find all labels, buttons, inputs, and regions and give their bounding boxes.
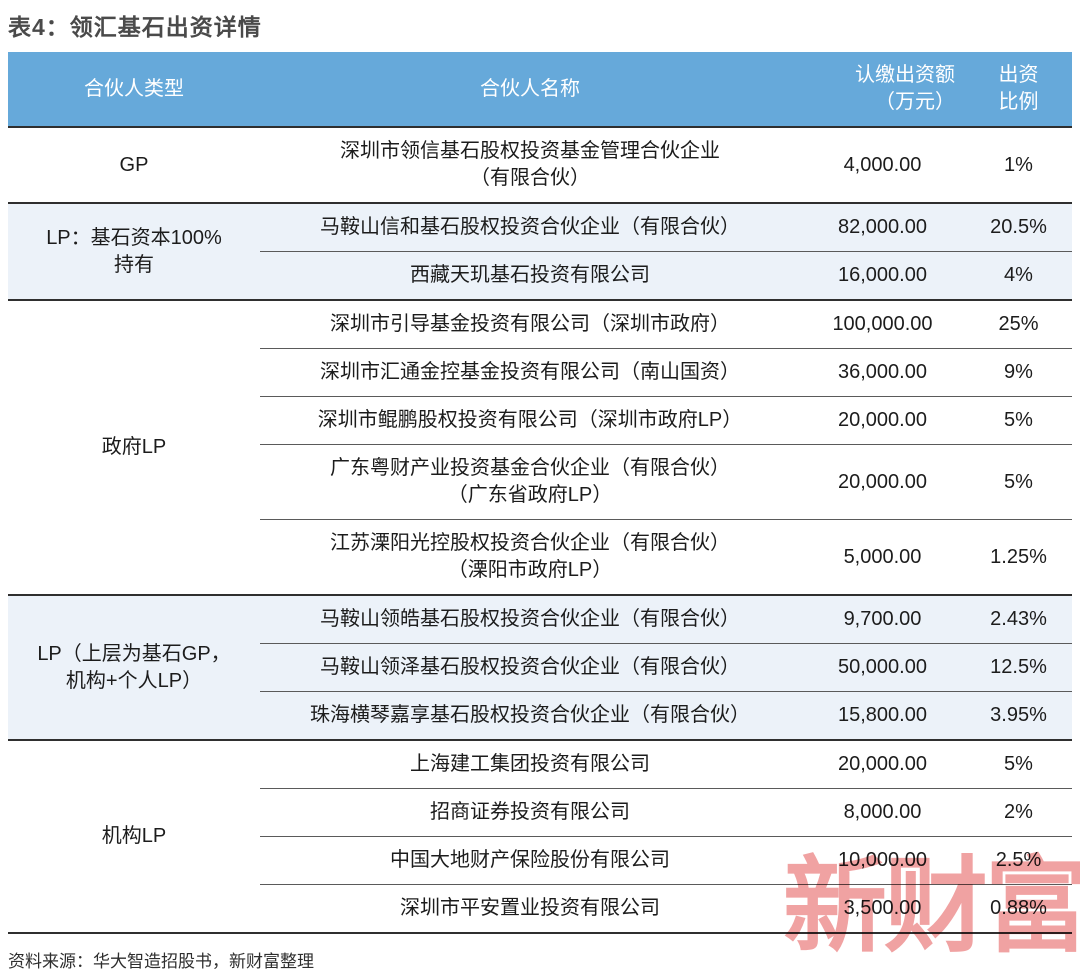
table-row: 深圳市鲲鹏股权投资有限公司（深圳市政府LP） 20,000.00 5% <box>8 396 1072 445</box>
ratio-cell: 2.5% <box>965 836 1072 885</box>
partner-name-cell: 珠海横琴嘉享基石股权投资合伙企业（有限合伙） <box>260 691 800 740</box>
ratio-cell: 1.25% <box>965 519 1072 595</box>
source-note: 资料来源：华大智造招股书，新财富整理 <box>8 952 314 971</box>
partner-type-cell: 机构LP <box>101 825 167 847</box>
table-title: 表4：领汇基石出资详情 <box>8 14 262 40</box>
group-lp-cornerstone: LP：基石资本100% 持有 马鞍山信和基石股权投资合伙企业（有限合伙） 82,… <box>8 203 1072 300</box>
ratio-cell: 5% <box>965 396 1072 445</box>
amount-cell: 20,000.00 <box>838 753 927 775</box>
table-row: 政府LP 深圳市引导基金投资有限公司（深圳市政府） 100,000.00 25% <box>8 300 1072 458</box>
partner-name-cell: 上海建工集团投资有限公司 <box>410 753 650 775</box>
ratio-cell: 2% <box>965 788 1072 837</box>
table-row: 江苏溧阳光控股权投资合伙企业（有限合伙） （溧阳市政府LP） 5,000.00 … <box>8 519 1072 595</box>
partner-type-cell: LP（上层为基石GP， 机构+个人LP） <box>8 595 260 740</box>
group-lp-gp-upper: LP（上层为基石GP， 机构+个人LP） 马鞍山领皓基石股权投资合伙企业（有限合… <box>8 595 1072 740</box>
table-row: 深圳市汇通金控基金投资有限公司（南山国资） 36,000.00 9% <box>8 348 1072 397</box>
partner-name-cell: 江苏溧阳光控股权投资合伙企业（有限合伙） （溧阳市政府LP） <box>260 519 800 595</box>
ratio-cell: 4% <box>965 251 1072 300</box>
table-row: 机构LP 上海建工集团投资有限公司 20,000.00 5% <box>8 740 1072 847</box>
ratio-cell: 0.88% <box>965 884 1072 933</box>
table-row: 马鞍山领泽基石股权投资合伙企业（有限合伙） 50,000.00 12.5% <box>8 643 1072 692</box>
ratio-cell: 9% <box>965 348 1072 397</box>
ratio-cell: 25% <box>998 313 1039 335</box>
partner-name-cell: 招商证券投资有限公司 <box>260 788 800 837</box>
table-header-row: 合伙人类型 合伙人名称 认缴出资额 （万元） 出资 比例 <box>8 52 1072 127</box>
ratio-cell: 1% <box>1004 153 1033 176</box>
partner-name-cell: 马鞍山领泽基石股权投资合伙企业（有限合伙） <box>260 643 800 692</box>
partner-name-cell: 西藏天玑基石投资有限公司 <box>260 251 800 300</box>
ratio-cell: 12.5% <box>965 643 1072 692</box>
partner-type-cell: GP <box>119 153 149 176</box>
amount-cell: 100,000.00 <box>832 313 933 335</box>
ratio-cell: 5% <box>1004 753 1033 775</box>
partner-name-cell: 马鞍山信和基石股权投资合伙企业（有限合伙） <box>260 203 800 252</box>
amount-cell: 9,700.00 <box>800 595 965 644</box>
table-row: 西藏天玑基石投资有限公司 16,000.00 4% <box>8 251 1072 300</box>
partner-name-cell: 深圳市平安置业投资有限公司 <box>260 884 800 933</box>
table-row: LP（上层为基石GP， 机构+个人LP） 马鞍山领皓基石股权投资合伙企业（有限合… <box>8 595 1072 740</box>
partner-name-cell: 深圳市领信基石股权投资基金管理合伙企业 （有限合伙） <box>340 140 720 189</box>
amount-cell: 3,500.00 <box>800 884 965 933</box>
amount-cell: 20,000.00 <box>800 444 965 520</box>
partner-name-cell: 深圳市汇通金控基金投资有限公司（南山国资） <box>260 348 800 397</box>
amount-cell: 8,000.00 <box>800 788 965 837</box>
amount-cell: 16,000.00 <box>800 251 965 300</box>
amount-cell: 20,000.00 <box>800 396 965 445</box>
partner-name-cell: 深圳市鲲鹏股权投资有限公司（深圳市政府LP） <box>260 396 800 445</box>
header-partner-type: 合伙人类型 <box>8 52 260 127</box>
header-partner-name: 合伙人名称 <box>260 52 800 127</box>
amount-cell: 36,000.00 <box>800 348 965 397</box>
group-gp: GP 深圳市领信基石股权投资基金管理合伙企业 （有限合伙） 4,000.00 1… <box>8 127 1072 203</box>
ratio-cell: 2.43% <box>965 595 1072 644</box>
header-subscribed-amount: 认缴出资额 （万元） <box>800 52 965 127</box>
table-row: 中国大地财产保险股份有限公司 10,000.00 2.5% <box>8 836 1072 885</box>
group-government-lp: 政府LP 深圳市引导基金投资有限公司（深圳市政府） 100,000.00 25%… <box>8 300 1072 595</box>
ratio-cell: 5% <box>965 444 1072 520</box>
partner-type-cell: 政府LP <box>101 436 167 458</box>
table-row: 深圳市平安置业投资有限公司 3,500.00 0.88% <box>8 884 1072 933</box>
amount-cell: 4,000.00 <box>843 153 922 176</box>
partner-name-cell: 深圳市引导基金投资有限公司（深圳市政府） <box>330 313 730 335</box>
table-row: GP 深圳市领信基石股权投资基金管理合伙企业 （有限合伙） 4,000.00 1… <box>8 127 1072 203</box>
amount-cell: 15,800.00 <box>800 691 965 740</box>
partner-name-cell: 广东粤财产业投资基金合伙企业（有限合伙） （广东省政府LP） <box>260 444 800 520</box>
header-contribution-ratio: 出资 比例 <box>965 52 1072 127</box>
amount-cell: 5,000.00 <box>800 519 965 595</box>
table-row: 珠海横琴嘉享基石股权投资合伙企业（有限合伙） 15,800.00 3.95% <box>8 691 1072 740</box>
table-row: 招商证券投资有限公司 8,000.00 2% <box>8 788 1072 837</box>
table-row: 广东粤财产业投资基金合伙企业（有限合伙） （广东省政府LP） 20,000.00… <box>8 444 1072 520</box>
partner-name-cell: 马鞍山领皓基石股权投资合伙企业（有限合伙） <box>260 595 800 644</box>
amount-cell: 50,000.00 <box>800 643 965 692</box>
contribution-table: 合伙人类型 合伙人名称 认缴出资额 （万元） 出资 比例 GP 深圳市领信基石股… <box>8 52 1072 934</box>
partner-name-cell: 中国大地财产保险股份有限公司 <box>260 836 800 885</box>
partner-type-cell: LP：基石资本100% 持有 <box>8 203 260 300</box>
table-row: LP：基石资本100% 持有 马鞍山信和基石股权投资合伙企业（有限合伙） 82,… <box>8 203 1072 300</box>
group-institutional-lp: 机构LP 上海建工集团投资有限公司 20,000.00 5% 招商证券投资有限公… <box>8 740 1072 933</box>
ratio-cell: 3.95% <box>965 691 1072 740</box>
ratio-cell: 20.5% <box>965 203 1072 252</box>
amount-cell: 82,000.00 <box>800 203 965 252</box>
amount-cell: 10,000.00 <box>800 836 965 885</box>
